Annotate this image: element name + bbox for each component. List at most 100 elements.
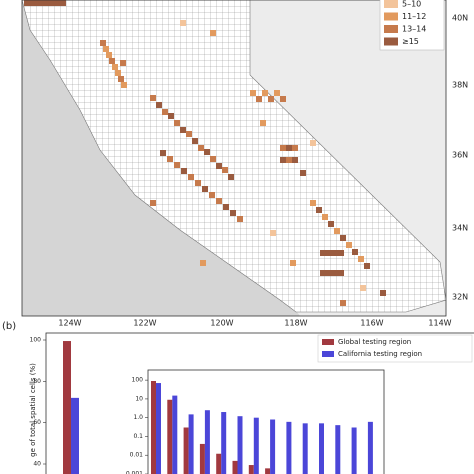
hot-cell: [290, 260, 296, 266]
hot-cell: [204, 149, 210, 155]
legend-label: ≥15: [402, 37, 419, 46]
hot-cell: [103, 46, 109, 52]
hot-cell: [115, 70, 121, 76]
hot-cell: [156, 102, 162, 108]
bar: [188, 414, 194, 474]
lat-label: 34N: [452, 224, 468, 233]
hot-cell: [292, 157, 298, 163]
hot-cell: [332, 270, 338, 276]
bar: [335, 425, 341, 474]
hot-cell: [112, 64, 118, 70]
bar: [204, 410, 210, 474]
lon-label: 122W: [133, 319, 156, 328]
hot-cell: [256, 96, 262, 102]
hot-cell: [150, 200, 156, 206]
hot-cell: [180, 127, 186, 133]
y-tick-label: 0.1: [133, 433, 143, 440]
hot-cell: [209, 192, 215, 198]
lat-label: 40N: [452, 14, 468, 23]
hot-cell: [360, 285, 366, 291]
hot-cell: [322, 214, 328, 220]
hot-cell: [310, 200, 316, 206]
hot-cell: [42, 0, 48, 6]
hot-cell: [223, 204, 229, 210]
hot-cell: [352, 249, 358, 255]
hot-cell: [36, 0, 42, 6]
bar: [71, 397, 79, 474]
hot-cells: [24, 0, 386, 306]
lon-label: 124W: [58, 319, 81, 328]
map-frame: [21, 0, 447, 317]
hot-cell: [160, 150, 166, 156]
hot-cell: [262, 90, 268, 96]
hot-cell: [280, 145, 286, 151]
hot-cell: [150, 95, 156, 101]
bar: [156, 383, 161, 474]
bar: [248, 465, 254, 474]
hot-cell: [334, 228, 340, 234]
legend-label: 11–12: [402, 12, 426, 21]
hot-cell: [280, 96, 286, 102]
hot-cell: [237, 216, 243, 222]
hot-cell: [326, 250, 332, 256]
y-tick-label: 10: [135, 395, 143, 402]
hot-cell: [340, 300, 346, 306]
hot-cell: [346, 242, 352, 248]
hot-cell: [358, 256, 364, 262]
y-axis-label: ge of total spatial cells (%): [29, 363, 37, 457]
hot-cell: [270, 230, 276, 236]
bar: [151, 380, 156, 474]
hot-cell: [30, 0, 36, 6]
hot-cell: [180, 20, 186, 26]
hot-cell: [340, 235, 346, 241]
y-tick-label: 60: [33, 419, 41, 426]
hot-cell: [195, 180, 201, 186]
hot-cell: [168, 113, 174, 119]
hot-cell: [332, 250, 338, 256]
hot-cell: [364, 263, 370, 269]
hot-cell: [292, 145, 298, 151]
y-tick-label: 1.0: [133, 414, 143, 421]
hot-cell: [380, 290, 386, 296]
hot-cell: [280, 157, 286, 163]
hot-cell: [338, 250, 344, 256]
hot-cell: [316, 207, 322, 213]
hot-cell: [230, 210, 236, 216]
bar: [172, 395, 178, 474]
bar: [232, 460, 238, 474]
hot-cell: [48, 0, 54, 6]
bar: [302, 423, 308, 474]
hot-cell: [192, 138, 198, 144]
bar: [367, 421, 373, 474]
hot-cell: [121, 82, 127, 88]
bar: [216, 453, 222, 474]
bar: [63, 341, 71, 474]
hot-cell: [260, 120, 266, 126]
hot-cell: [202, 186, 208, 192]
hot-cell: [328, 221, 334, 227]
hot-cell: [54, 0, 60, 6]
legend-label: 13–14: [402, 25, 426, 34]
hot-cell: [268, 96, 274, 102]
hot-cell: [320, 270, 326, 276]
lat-label: 36N: [452, 151, 468, 160]
bar: [167, 399, 173, 474]
y-tick-label: 40: [33, 461, 41, 468]
hot-cell: [216, 198, 222, 204]
bar: [265, 468, 271, 474]
lon-label: 114W: [428, 319, 451, 328]
legend-label: Global testing region: [338, 338, 411, 346]
hot-cell: [286, 157, 292, 163]
hot-cell: [60, 0, 66, 6]
bar: [199, 443, 205, 474]
inset-frame: [147, 369, 385, 474]
legend: [317, 334, 473, 363]
hot-cell: [286, 145, 292, 151]
hot-cell: [300, 170, 306, 176]
hot-cell: [109, 58, 115, 64]
hot-cell: [186, 131, 192, 137]
lon-label: 116W: [360, 319, 383, 328]
hot-cell: [181, 168, 187, 174]
inset-bars: [151, 380, 373, 474]
